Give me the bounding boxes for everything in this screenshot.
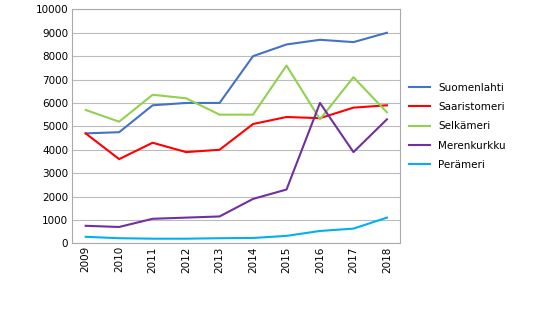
Selkämeri — [250, 113, 256, 117]
Suomenlahti — [183, 101, 190, 105]
Saaristomeri — [82, 132, 89, 135]
Perämeri — [317, 229, 324, 233]
Suomenlahti — [149, 104, 156, 107]
Line: Saaristomeri: Saaristomeri — [86, 105, 387, 159]
Merenkurkku — [384, 118, 390, 121]
Merenkurkku — [116, 225, 122, 229]
Saaristomeri — [149, 141, 156, 145]
Selkämeri — [116, 120, 122, 124]
Line: Suomenlahti: Suomenlahti — [86, 33, 387, 134]
Merenkurkku — [183, 216, 190, 220]
Selkämeri — [384, 110, 390, 114]
Saaristomeri — [384, 104, 390, 107]
Selkämeri — [350, 76, 357, 79]
Suomenlahti — [317, 38, 324, 41]
Suomenlahti — [216, 101, 223, 105]
Merenkurkku — [350, 150, 357, 154]
Saaristomeri — [283, 115, 290, 119]
Saaristomeri — [183, 150, 190, 154]
Perämeri — [283, 234, 290, 238]
Merenkurkku — [283, 188, 290, 192]
Suomenlahti — [384, 31, 390, 35]
Merenkurkku — [216, 215, 223, 218]
Perämeri — [82, 235, 89, 239]
Suomenlahti — [283, 43, 290, 46]
Suomenlahti — [116, 130, 122, 134]
Line: Selkämeri: Selkämeri — [86, 66, 387, 122]
Suomenlahti — [82, 132, 89, 135]
Perämeri — [216, 236, 223, 240]
Selkämeri — [283, 64, 290, 67]
Perämeri — [350, 227, 357, 231]
Selkämeri — [317, 118, 324, 121]
Perämeri — [149, 237, 156, 241]
Suomenlahti — [350, 40, 357, 44]
Perämeri — [384, 216, 390, 220]
Perämeri — [250, 236, 256, 240]
Saaristomeri — [116, 157, 122, 161]
Merenkurkku — [317, 101, 324, 105]
Line: Perämeri: Perämeri — [86, 218, 387, 239]
Legend: Suomenlahti, Saaristomeri, Selkämeri, Merenkurkku, Perämeri: Suomenlahti, Saaristomeri, Selkämeri, Me… — [409, 83, 505, 170]
Suomenlahti — [250, 54, 256, 58]
Perämeri — [116, 236, 122, 240]
Selkämeri — [183, 96, 190, 100]
Perämeri — [183, 237, 190, 241]
Saaristomeri — [317, 116, 324, 120]
Merenkurkku — [250, 197, 256, 201]
Selkämeri — [216, 113, 223, 117]
Line: Merenkurkku: Merenkurkku — [86, 103, 387, 227]
Selkämeri — [149, 93, 156, 97]
Selkämeri — [82, 108, 89, 112]
Merenkurkku — [82, 224, 89, 228]
Saaristomeri — [250, 122, 256, 126]
Merenkurkku — [149, 217, 156, 221]
Saaristomeri — [350, 106, 357, 110]
Saaristomeri — [216, 148, 223, 152]
